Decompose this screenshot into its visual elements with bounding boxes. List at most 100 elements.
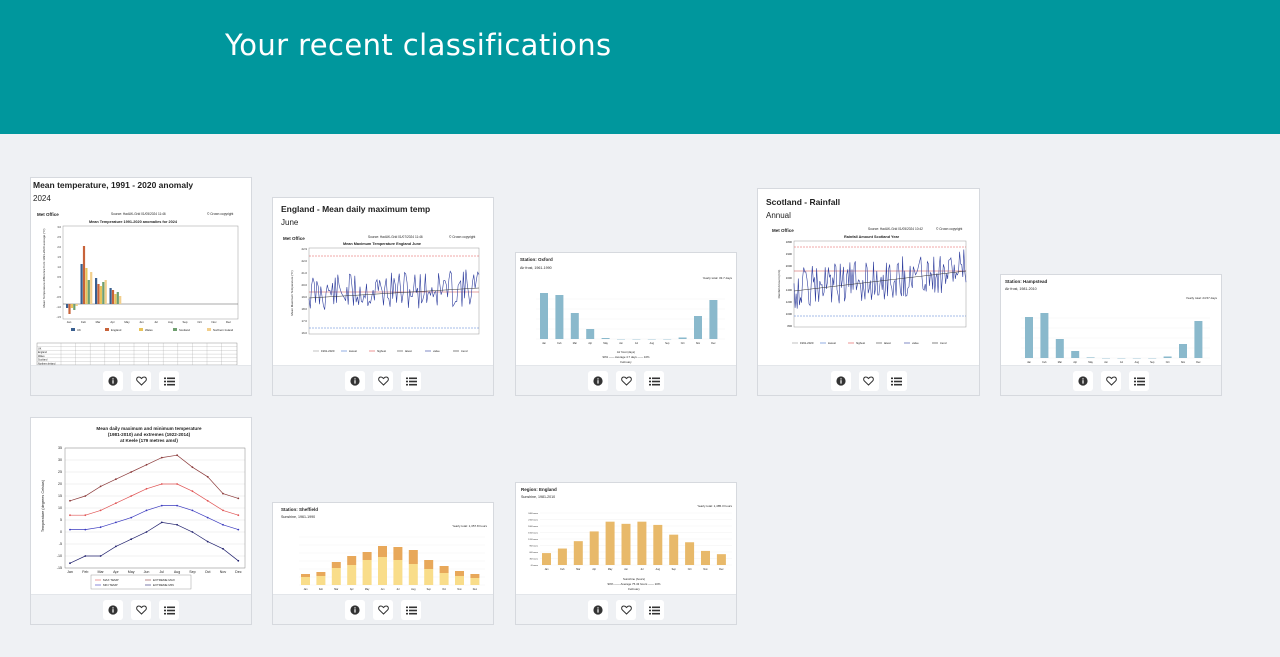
favourite-button[interactable] (373, 600, 393, 620)
data-bar (455, 571, 464, 576)
classification-card[interactable]: Station: Hampstead Air frost, 1981-2010 … (1000, 274, 1222, 396)
x-tick-label: Apr (110, 320, 114, 324)
x-tick-label: Jul (635, 342, 639, 345)
y-tick-label: -0.5 (57, 295, 62, 299)
favourite-button[interactable] (373, 371, 393, 391)
data-point (99, 485, 102, 488)
chart-thumbnail[interactable]: Station: Oxford Air frost, 1961-1990 Yea… (516, 253, 736, 365)
yearly-total: Yearly total: 1,485.3 hours (697, 504, 732, 508)
chart-title: Mean Temperature 1991-2020 anomalies for… (89, 220, 178, 224)
card-subtitle: June (281, 218, 299, 227)
x-tick-label: May (128, 570, 135, 574)
x-tick-label: Jan (1027, 361, 1032, 364)
data-bar (362, 560, 372, 585)
x-tick-label: Jun (139, 320, 144, 324)
x-tick-label: Nov (703, 568, 708, 571)
classification-card[interactable]: England - Mean daily maximum temp June M… (272, 197, 494, 396)
x-tick-label: May (1088, 361, 1093, 364)
favourite-button[interactable] (616, 600, 636, 620)
x-tick-label: Nov (212, 320, 218, 324)
data-point (160, 521, 163, 524)
collections-button[interactable] (401, 600, 421, 620)
table-row-label: Wales (38, 355, 45, 358)
chart-thumbnail[interactable]: Scotland - Rainfall Annual Met Office So… (758, 189, 979, 365)
info-button[interactable] (345, 371, 365, 391)
favourite-button[interactable] (131, 600, 151, 620)
x-tick-label: Jun (144, 570, 150, 574)
y-tick-label: 1600 (786, 276, 793, 280)
chart-thumbnail[interactable]: England - Mean daily maximum temp June M… (273, 198, 493, 365)
legend-label: 1991-2020 (321, 349, 335, 353)
collections-button[interactable] (401, 371, 421, 391)
classification-card[interactable]: Station: Sheffield Sunshine, 1961-1990 Y… (272, 502, 494, 625)
data-bar (570, 313, 579, 339)
classification-card[interactable]: Region: England Sunshine, 1981-2010 Year… (515, 482, 737, 625)
info-button[interactable] (103, 600, 123, 620)
classification-card[interactable]: Mean daily maximum and minimum temperatu… (30, 417, 252, 625)
collections-button[interactable] (886, 371, 907, 391)
anomaly-bar (104, 280, 107, 304)
legend-label: trend (461, 349, 468, 353)
anomaly-bar (95, 278, 98, 304)
collections-button[interactable] (644, 600, 664, 620)
favourite-button[interactable] (131, 371, 151, 391)
card-actions (31, 594, 251, 624)
favourite-button[interactable] (1101, 371, 1121, 391)
data-point (130, 495, 133, 497)
chart-thumbnail[interactable]: Mean temperature, 1991 - 2020 anomaly 20… (31, 178, 251, 365)
data-bar (621, 523, 631, 565)
legend-label: Scotland (179, 328, 190, 332)
brand-logo: Met Office (283, 236, 305, 241)
y-tick-label: 22.9 (302, 247, 308, 251)
collections-button[interactable] (1129, 371, 1149, 391)
x-tick-label: May (608, 568, 613, 571)
x-tick-label: Sep (665, 342, 670, 345)
y-tick-label: -1.5 (57, 315, 62, 319)
y-tick-label: 18.0 (302, 307, 308, 311)
classification-card[interactable]: Station: Oxford Air frost, 1961-1990 Yea… (515, 252, 737, 396)
data-bar (439, 573, 449, 585)
collections-button[interactable] (644, 371, 664, 391)
heart-icon (620, 605, 632, 615)
favourite-button[interactable] (616, 371, 636, 391)
info-button[interactable] (103, 371, 123, 391)
favourite-button[interactable] (858, 371, 879, 391)
info-button[interactable] (830, 371, 851, 391)
source-text: Source: HadUK-Grid 01/07/2024 11:46 (368, 235, 423, 239)
yearly-total: Yearly total: 1,357.8 hours (452, 524, 487, 528)
legend-label: highest (856, 341, 865, 345)
data-point (206, 499, 209, 502)
x-tick-label: May (365, 588, 370, 591)
station-name: Region: England (521, 487, 557, 492)
info-button[interactable] (345, 600, 365, 620)
info-button[interactable] (1073, 371, 1093, 391)
y-tick-label: 16.0 (302, 331, 308, 335)
x-tick-label: Apr (113, 570, 119, 574)
chart-thumbnail[interactable]: Station: Hampstead Air frost, 1981-2010 … (1001, 275, 1221, 365)
chart-thumbnail[interactable]: Region: England Sunshine, 1981-2010 Year… (516, 483, 736, 594)
data-bar (605, 521, 615, 565)
collections-button[interactable] (159, 371, 179, 391)
data-point (99, 509, 102, 512)
data-point (191, 509, 194, 512)
y-tick-label: -5 (59, 542, 62, 546)
card-actions (31, 365, 251, 395)
x-tick-label: Aug (656, 568, 661, 571)
info-button[interactable] (588, 371, 608, 391)
classification-card[interactable]: Mean temperature, 1991 - 2020 anomaly 20… (30, 177, 252, 396)
collections-button[interactable] (159, 600, 179, 620)
chart-thumbnail[interactable]: Mean daily maximum and minimum temperatu… (31, 418, 251, 594)
info-button[interactable] (588, 600, 608, 620)
chart-subtitle: (1981-2010) and extremes (1922-2014) (108, 432, 191, 437)
x-tick-label: Mar (96, 320, 101, 324)
info-icon (108, 376, 118, 386)
card-actions (516, 594, 736, 624)
chart-thumbnail[interactable]: Station: Sheffield Sunshine, 1961-1990 Y… (273, 503, 493, 594)
legend-label: value (912, 341, 919, 345)
anomaly-bar (90, 272, 93, 304)
x-tick-label: Mar (1058, 361, 1062, 364)
classification-card[interactable]: Scotland - Rainfall Annual Met Office So… (757, 188, 980, 396)
data-point (99, 555, 102, 557)
data-point (115, 521, 117, 524)
anomaly-bar (82, 246, 86, 304)
